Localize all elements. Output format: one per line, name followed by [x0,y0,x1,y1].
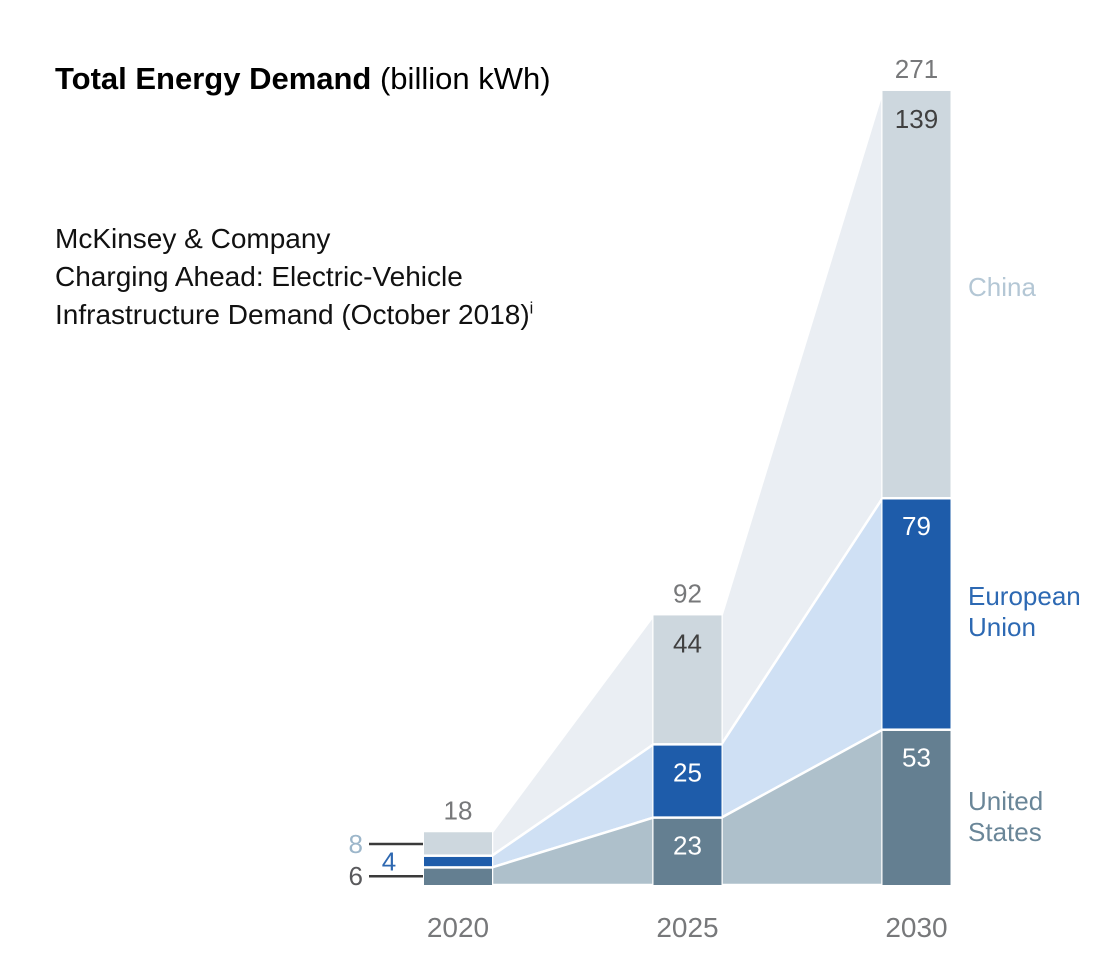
bar-segment-2025-united-states [653,817,722,885]
bar-segment-2030-united-states [882,729,951,885]
value-label: 25 [673,757,702,787]
segment-separator [423,854,493,857]
source-line: Charging Ahead: Electric-Vehicle [55,261,463,292]
legend-label-china: China [968,272,1036,302]
legend-label-european-union: European [968,581,1081,611]
source-attribution: McKinsey & Company Charging Ahead: Elect… [55,220,533,334]
legend-label-european-union: Union [968,612,1036,642]
bar-segment-2030-china [882,90,951,499]
bar-segment-2025-china [653,615,722,745]
bar-segment-2030-european-union [882,498,951,730]
axis-label-2025: 2025 [656,912,718,943]
bar-segment-2020-china [424,832,492,856]
segment-separator [653,743,722,746]
value-label: 23 [673,831,702,861]
title-bold-text: Total Energy Demand [55,61,372,96]
callout-value: 6 [349,861,363,891]
bar-segment-2020-united-states [424,867,492,885]
axis-label-2030: 2030 [885,912,947,943]
source-line: McKinsey & Company [55,223,331,254]
value-label: 44 [673,628,702,658]
callout-value: 8 [349,829,363,859]
bar-segment-2020-european-union [424,855,492,868]
page-title: Total Energy Demand (billion kWh) [55,61,551,97]
callout-value: 4 [382,847,396,877]
segment-separator [882,728,951,731]
bar-segment-2025-european-union [653,744,722,818]
axis-label-2020: 2020 [427,912,489,943]
total-label-2030: 271 [895,54,938,84]
segment-separator [653,816,722,819]
legend-label-united-states: United [968,786,1043,816]
value-label: 139 [895,104,938,134]
footnote-marker: i [529,299,534,318]
segment-separator [423,866,493,869]
segment-separator [882,496,951,500]
source-line: Infrastructure Demand (October 2018)i [55,299,534,330]
title-unit-text: (billion kWh) [371,61,551,96]
total-label-2025: 92 [673,578,702,608]
value-label: 53 [902,743,931,773]
total-label-2020: 18 [444,795,473,825]
value-label: 79 [902,511,931,541]
legend-label-united-states: States [968,817,1042,847]
